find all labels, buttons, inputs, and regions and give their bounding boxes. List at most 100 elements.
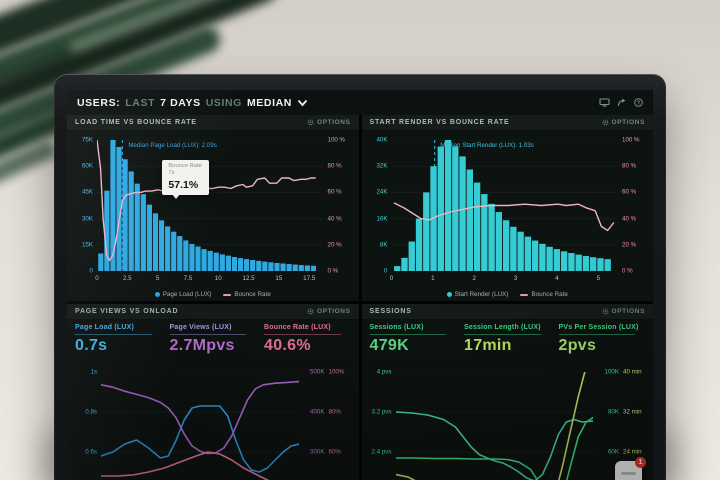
chat-widget-button[interactable]: 1 xyxy=(615,457,646,480)
axis-tick: 30K xyxy=(81,215,93,223)
line-canvas xyxy=(101,372,299,480)
y-axis-right: 100 % 80 % 60 % 40 % 20 % 0 % xyxy=(619,136,651,275)
axis-tick: 2 xyxy=(472,275,476,282)
axis-tick: 80% xyxy=(328,408,341,416)
axis-tick: 3.2 pvs xyxy=(371,408,392,416)
axis-tick: 17.5 xyxy=(303,275,316,282)
panel-start-render-vs-bounce-rate: START RENDER VS BOUNCE RATE OPTIONS 40K 3… xyxy=(361,115,654,301)
axis-tick: 15 xyxy=(275,275,283,282)
chart-plot[interactable] xyxy=(101,372,299,480)
axis-tick: 4 pvs xyxy=(376,368,392,376)
help-icon[interactable]: ? xyxy=(634,98,643,107)
header-icons: ? xyxy=(599,98,643,107)
chart-legend: Page Load (LUX) Bounce Rate xyxy=(67,291,359,298)
axis-tick: 300K xyxy=(310,448,325,456)
options-button[interactable]: OPTIONS xyxy=(602,308,645,315)
axis-tick: 20 % xyxy=(327,241,342,249)
metric-value: MEDIAN xyxy=(246,96,292,109)
axis-tick: 40 min xyxy=(623,368,642,376)
gear-icon xyxy=(602,308,608,315)
axis-tick: 45K xyxy=(81,188,93,196)
axis-tick: 400K xyxy=(310,408,325,416)
chart-plot[interactable]: Median Page Load (LUX): 2.09s Bounce Rat… xyxy=(97,140,323,271)
axis-tick: 20 % xyxy=(622,241,637,249)
axis-tick: 60K xyxy=(607,448,619,456)
legend-item[interactable]: Bounce Rate xyxy=(520,291,568,298)
y-axis-left: 40K 32K 24K 16K 8K 0 xyxy=(364,136,390,275)
axis-tick: 1 xyxy=(431,275,435,282)
options-button[interactable]: OPTIONS xyxy=(602,119,645,126)
svg-text:?: ? xyxy=(637,101,641,107)
options-button[interactable]: OPTIONS xyxy=(307,308,350,315)
chart-plot[interactable] xyxy=(395,372,593,480)
axis-tick-row: 60K 24 min xyxy=(595,448,651,455)
chart-legend: Start Render (LUX) Bounce Rate xyxy=(362,291,654,298)
panel-title: SESSIONS xyxy=(369,308,412,315)
gear-icon xyxy=(307,119,314,126)
metric-underline xyxy=(558,334,635,335)
axis-tick: 8K xyxy=(379,241,388,249)
histogram-chart: 75K 60K 45K 30K 15K 0 100 % 80 % 60 % 40 % 20 % 0 … xyxy=(67,130,359,301)
legend-item[interactable]: Page Load (LUX) xyxy=(154,291,211,298)
line-chart: 1s0.8s0.6s0.4s 500K100%400K80%300K60%200… xyxy=(67,366,359,480)
axis-tick: 100K xyxy=(604,368,619,376)
axis-tick: 32K xyxy=(376,162,388,170)
panel-header: PAGE VIEWS VS ONLOAD OPTIONS xyxy=(67,304,359,320)
axis-tick: 40K xyxy=(376,136,388,144)
metric-underline xyxy=(264,334,341,335)
axis-tick-row: 300K 60% xyxy=(301,448,357,455)
metric-row: Page Load (LUX) 0.7s Page Views (LUX) 2.… xyxy=(67,320,359,355)
legend-item[interactable]: Bounce Rate xyxy=(223,291,271,298)
axis-tick: 12.5 xyxy=(242,275,255,282)
axis-tick: 10 xyxy=(214,275,222,282)
axis-tick: 80 % xyxy=(622,162,637,170)
options-button[interactable]: OPTIONS xyxy=(307,119,350,126)
axis-tick: 0 xyxy=(95,275,99,282)
x-axis: 0 1 2 3 4 5 xyxy=(389,275,618,284)
histogram-canvas xyxy=(391,140,617,271)
axis-tick: 24 min xyxy=(623,448,642,456)
display-icon[interactable] xyxy=(599,98,610,107)
metric-row: Sessions (LUX) 479K Session Length (LUX)… xyxy=(362,320,654,355)
gear-icon xyxy=(602,119,608,126)
dashboard-screen: USERS: LAST 7 DAYS USING MEDIAN xyxy=(67,90,653,480)
axis-tick: 16K xyxy=(376,215,388,223)
axis-tick: 500K xyxy=(310,368,325,376)
axis-tick: 0 % xyxy=(622,267,633,275)
axis-tick: 0.8s xyxy=(85,408,97,416)
chart-plot[interactable]: Median Start Render (LUX): 1.03s xyxy=(391,140,617,271)
filter-dropdown[interactable]: USERS: LAST 7 DAYS USING MEDIAN xyxy=(77,97,308,109)
axis-tick: 5 xyxy=(596,275,601,282)
axis-tick: 60% xyxy=(328,448,341,456)
metric-underline xyxy=(464,334,541,335)
axis-tick: 40 % xyxy=(622,215,637,223)
metric-page-load: Page Load (LUX) 0.7s xyxy=(75,324,162,355)
axis-tick: 24K xyxy=(376,188,388,196)
axis-tick: 60K xyxy=(81,162,93,170)
axis-tick: 1s xyxy=(90,368,97,376)
axis-tick: 100 % xyxy=(327,136,346,144)
axis-tick: 0 xyxy=(389,275,394,282)
axis-tick: 100 % xyxy=(622,136,640,144)
axis-tick: 80K xyxy=(607,408,619,416)
share-icon[interactable] xyxy=(617,98,627,107)
tooltip-series: Bounce Rate xyxy=(168,162,202,169)
panel-title: LOAD TIME VS BOUNCE RATE xyxy=(75,119,197,126)
legend-item[interactable]: Start Render (LUX) xyxy=(446,291,508,298)
y-axis-right: 100 % 80 % 60 % 40 % 20 % 0 % xyxy=(325,136,357,275)
metric-sessions: Sessions (LUX) 479K xyxy=(369,324,457,355)
panel-page-views-vs-onload: PAGE VIEWS VS ONLOAD OPTIONS Page Load (… xyxy=(67,304,359,480)
gear-icon xyxy=(307,308,314,315)
legend-swatch xyxy=(446,292,452,297)
panel-title: PAGE VIEWS VS ONLOAD xyxy=(75,308,179,315)
axis-tick: 0 xyxy=(384,267,388,275)
legend-swatch xyxy=(154,292,160,297)
y-axis-left: 1s0.8s0.6s0.4s xyxy=(69,368,99,480)
axis-tick: 2.5 xyxy=(122,275,132,282)
tooltip-x: 7s xyxy=(168,170,175,177)
axis-tick: 60 % xyxy=(622,188,637,196)
x-axis: 0 2.5 5 7.5 10 12.5 15 17.5 xyxy=(95,275,323,284)
axis-tick: 32 min xyxy=(623,408,642,416)
